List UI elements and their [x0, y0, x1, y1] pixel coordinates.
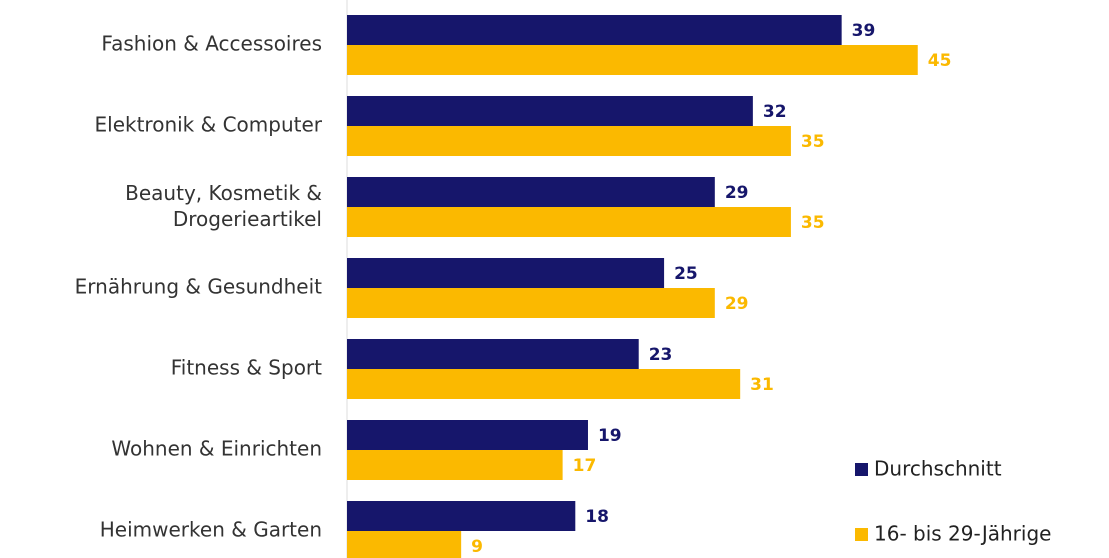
value-label: 39 [852, 21, 876, 41]
value-label: 25 [674, 264, 698, 284]
category-label: Fashion & Accessoires [101, 32, 322, 56]
bar [347, 258, 665, 288]
bar [347, 288, 715, 318]
value-label: 29 [725, 294, 749, 314]
value-label: 31 [750, 375, 774, 395]
bar [347, 450, 563, 480]
bar [347, 96, 753, 126]
legend-swatch [855, 528, 868, 541]
bar [347, 369, 741, 399]
value-label: 23 [649, 345, 673, 365]
value-label: 19 [598, 426, 622, 446]
bar [347, 531, 462, 558]
value-label: 17 [573, 456, 597, 476]
value-label: 29 [725, 183, 749, 203]
value-label: 32 [763, 102, 787, 122]
value-label: 35 [801, 213, 825, 233]
bar [347, 420, 588, 450]
category-label: Heimwerken & Garten [100, 518, 322, 542]
bar [347, 339, 639, 369]
value-label: 9 [471, 537, 483, 557]
value-label: 35 [801, 132, 825, 152]
value-label: 18 [585, 507, 609, 527]
value-label: 45 [928, 51, 952, 71]
category-label: Wohnen & Einrichten [111, 437, 322, 461]
legend-label: Durchschnitt [874, 457, 1002, 481]
bar [347, 207, 791, 237]
category-label: Elektronik & Computer [95, 113, 323, 137]
bar [347, 177, 715, 207]
category-label: Beauty, Kosmetik & Drogerieartikel [125, 181, 322, 231]
category-label: Ernährung & Gesundheit [75, 275, 323, 299]
legend-label: 16- bis 29-Jährige [874, 522, 1051, 546]
category-label: Fitness & Sport [171, 356, 322, 380]
bar [347, 126, 791, 156]
bar [347, 501, 576, 531]
legend-swatch [855, 463, 868, 476]
bar [347, 15, 842, 45]
bar [347, 45, 918, 75]
